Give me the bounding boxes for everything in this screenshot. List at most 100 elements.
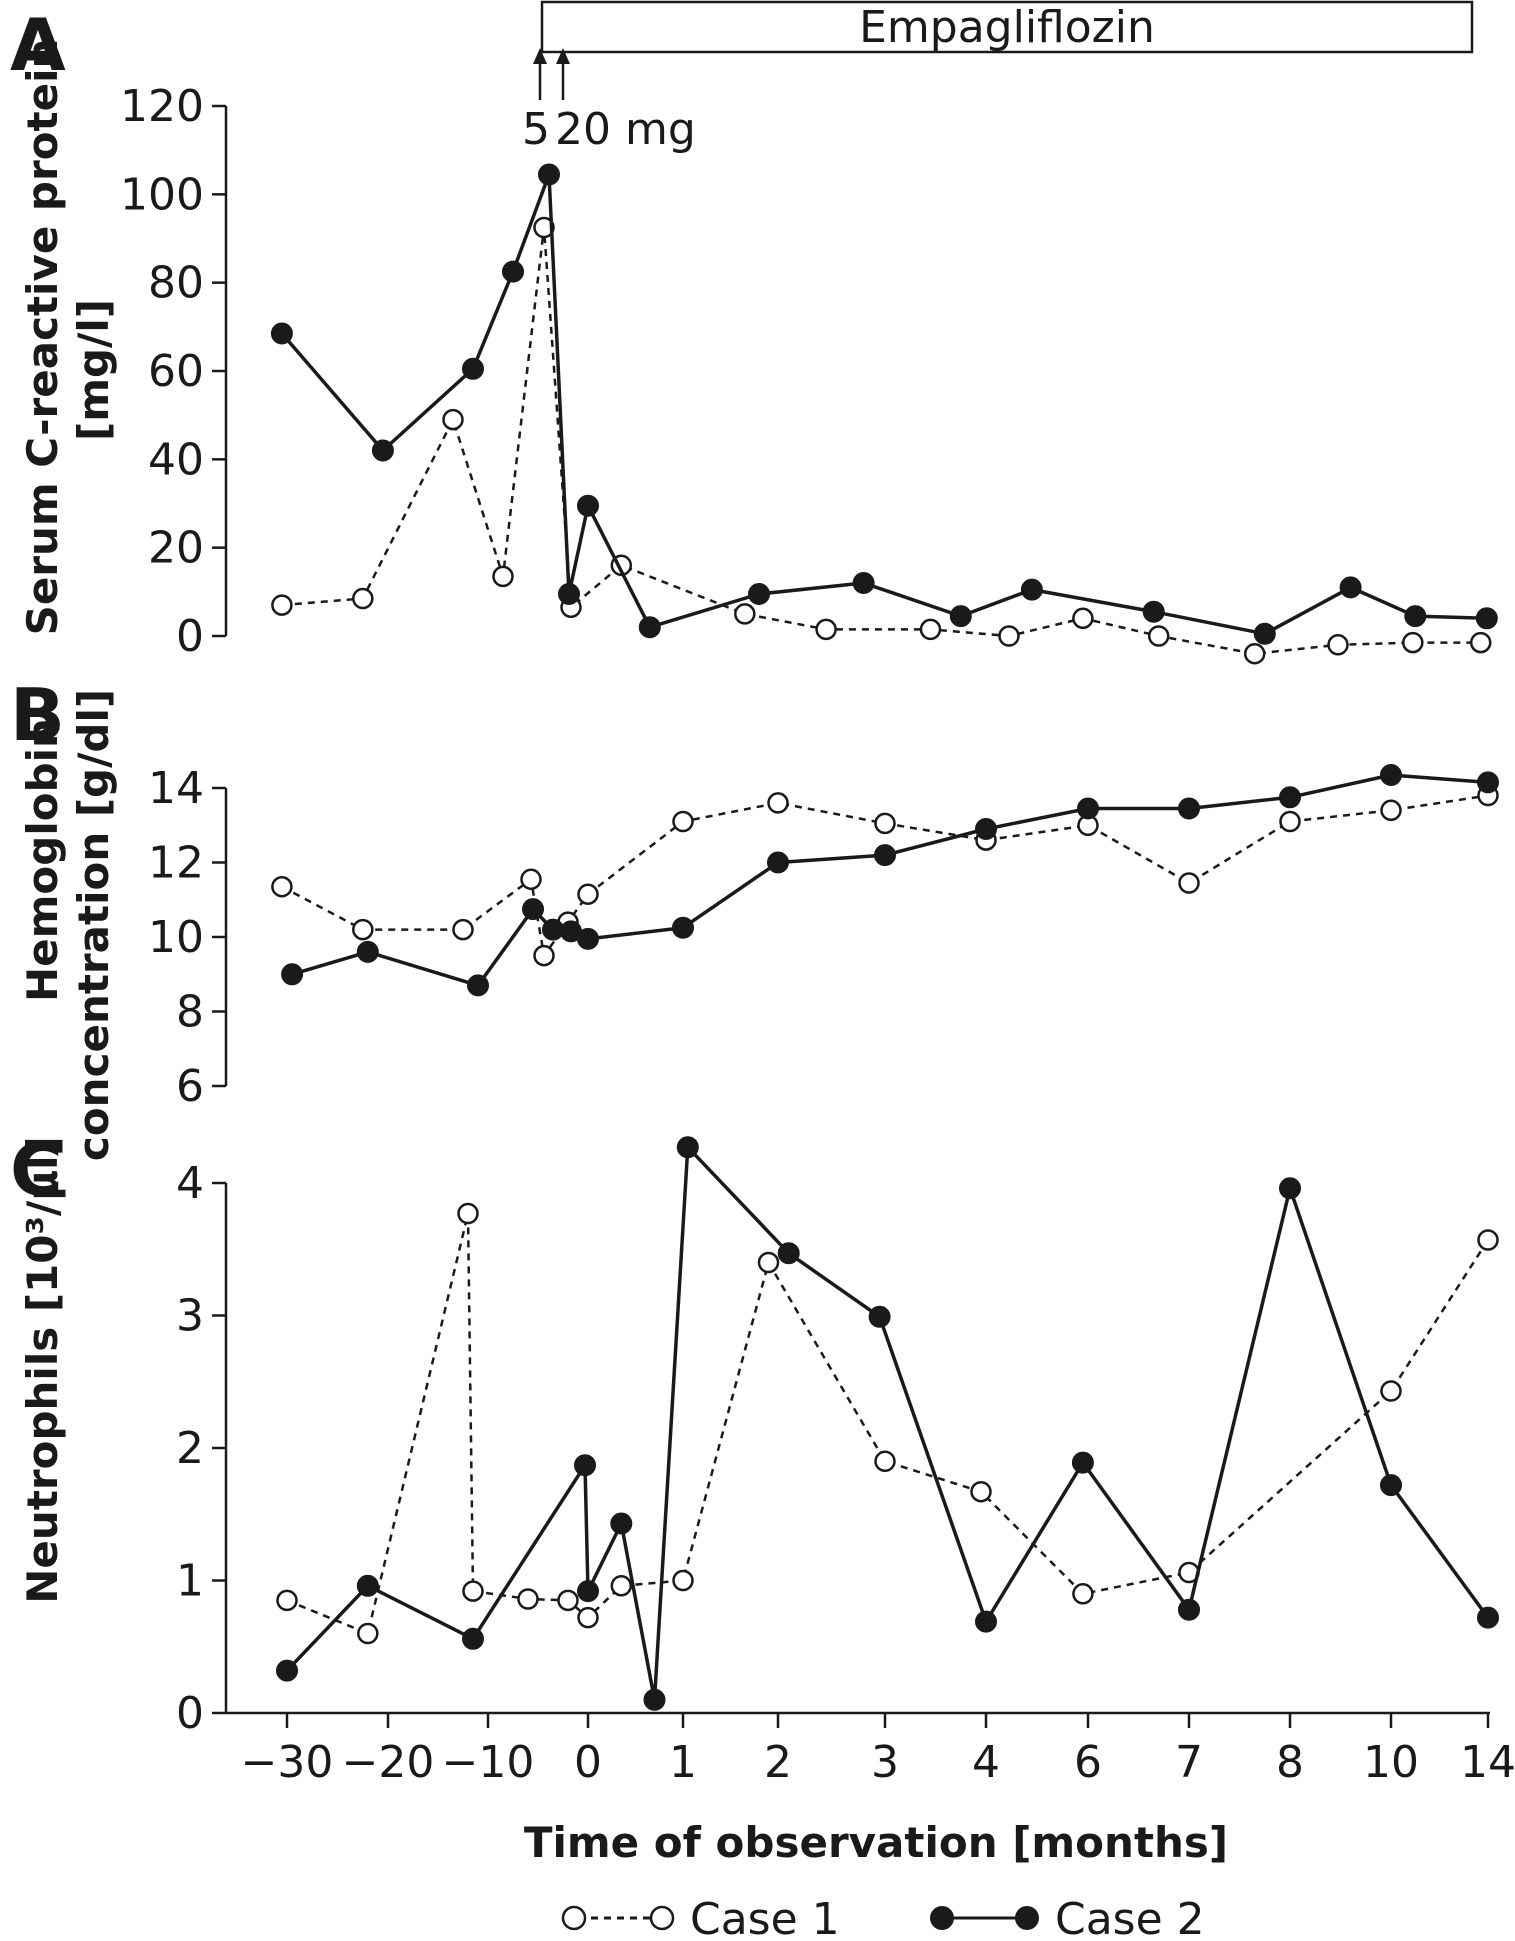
panel-b-y-tick-label: 12 (148, 838, 204, 889)
panel-b-y-tick-label: 6 (176, 1061, 204, 1112)
panel-a-y-tick-label: 0 (176, 611, 204, 662)
panel-c-case1-point (276, 1589, 298, 1612)
panel-b-case1-point (533, 944, 555, 967)
legend: Case 1 Case 2 (561, 1894, 1205, 1941)
panel-a-case2-point (462, 357, 484, 380)
x-tick-label: −30 (241, 1737, 334, 1788)
panel-b-series-case2-line (291, 773, 1489, 988)
panel-a-y-tick-label: 100 (120, 169, 204, 220)
panel-c-case2-point (1178, 1598, 1200, 1621)
legend-case2-marker-left (930, 1906, 954, 1930)
legend-case1-label: Case 1 (690, 1894, 840, 1941)
panel-a-case2-point (1475, 607, 1498, 630)
panel-b-y-tick-label: 8 (176, 987, 204, 1038)
panel-a-case1-point (919, 618, 942, 641)
panel-a-y-tick-label: 60 (148, 346, 204, 397)
panel-b-case1-point (1279, 810, 1301, 833)
panel-b-case1-point (271, 875, 293, 898)
panel-a-case1-point (352, 587, 374, 610)
panel-a-case2-point (502, 260, 524, 283)
panel-b-hemoglobin-chart: 6 8 10 12 14 (148, 763, 1499, 1112)
panel-b-case1-point (520, 868, 542, 891)
x-tick-label: 1 (669, 1737, 697, 1788)
panel-c-series-case2-line (285, 1145, 1490, 1702)
x-tick-label: −20 (342, 1737, 435, 1788)
panel-a-y-tick-label: 20 (148, 523, 204, 574)
panel-c-case2-point (1380, 1474, 1402, 1497)
legend-case2-marker-right (1015, 1906, 1039, 1930)
panel-b-case2-point (1178, 797, 1200, 820)
panel-c-y-tick-label: 3 (176, 1291, 204, 1342)
panel-a-y-tick-label: 80 (148, 258, 204, 309)
panel-a-case1-point (1402, 631, 1424, 654)
panel-c-case2-point (643, 1688, 666, 1711)
panel-a-case2-point (852, 572, 875, 594)
panel-b-case2-point (1380, 764, 1402, 786)
panel-b-case2-point (522, 898, 544, 921)
panel-c-case2-point (1071, 1451, 1094, 1474)
panel-c-case1-point (1380, 1380, 1402, 1402)
panel-b-case1-point (672, 810, 694, 833)
panel-c-case2-point (777, 1242, 800, 1265)
x-axis-title: Time of observation [months] (524, 1818, 1228, 1867)
panel-b-case1-point (767, 792, 789, 814)
panel-c-case1-point (517, 1588, 539, 1610)
panel-a-case2-point (748, 583, 770, 605)
x-tick-label: 2 (764, 1737, 792, 1788)
panel-b-case2-point (1279, 786, 1301, 809)
panel-c-case2-point (1477, 1606, 1499, 1629)
panel-b-case2-point (281, 963, 304, 986)
panel-a-case1-point (998, 625, 1020, 647)
panel-b-case2-point (975, 818, 997, 840)
panel-b-case2-point (874, 844, 896, 867)
panel-a-case2-point (538, 163, 560, 186)
panel-a-case1-point (1072, 607, 1094, 630)
x-tick-label: −10 (442, 1737, 535, 1788)
panel-c-case2-point (676, 1136, 699, 1159)
panel-b-case2-point (467, 974, 489, 997)
panel-a-ylabel-line2: [mg/l] (69, 299, 118, 441)
panel-b-case2-point (1477, 771, 1499, 794)
panel-a-case1-point (1147, 625, 1170, 647)
panel-b-ylabel-line2: concentration [g/dl] (69, 689, 118, 1161)
x-tick-label: 6 (1074, 1737, 1102, 1788)
panel-c-series-case1-line (286, 1212, 1490, 1635)
panel-b-series-case1-line (281, 794, 1489, 957)
x-tick-label: 8 (1276, 1737, 1304, 1788)
panel-a-case2-point (558, 583, 580, 605)
panel-c-case2-point (574, 1454, 596, 1477)
panel-b-case2-point (356, 940, 379, 963)
panel-a-case1-point (1327, 634, 1349, 656)
panel-c-case1-point (357, 1622, 379, 1645)
panel-b-case2-point (577, 927, 599, 950)
x-tick-label: 3 (871, 1737, 899, 1788)
legend-case1-marker-left (561, 1905, 587, 1931)
legend-case1-marker-right (649, 1905, 675, 1931)
panel-a-case2-point (949, 605, 972, 628)
treatment-bar (540, 0, 1474, 54)
dose-arrow-1-head (533, 48, 547, 64)
panel-a-case2-point (371, 439, 394, 462)
panel-a-case1-point (492, 565, 514, 588)
treatment-label: Empagliflozin (859, 2, 1155, 53)
panel-b-case1-point (1380, 799, 1402, 822)
dose-arrows (533, 48, 570, 100)
panel-c-case1-point (457, 1202, 479, 1225)
panel-a-case1-point (734, 603, 756, 625)
dose-arrow-2-head (556, 48, 570, 64)
panel-b-ylabel-line1: Hemoglobin (18, 718, 67, 1002)
x-tick-label: 0 (574, 1737, 602, 1788)
panel-b-case1-point (352, 918, 374, 941)
panel-c-case1-point (672, 1569, 694, 1592)
panel-b-case1-point (1178, 872, 1200, 894)
panel-b-y-tick-label: 10 (148, 912, 204, 963)
panel-c-case1-point (1072, 1583, 1094, 1605)
panel-a-case2-point (1404, 605, 1427, 628)
panel-letter-b: B (10, 673, 65, 757)
panel-c-case1-point (970, 1480, 992, 1503)
panel-b-case2-point (672, 916, 694, 939)
panel-a-case2-point (638, 616, 661, 639)
panel-a-case2-point (1253, 622, 1276, 645)
panel-c-y-tick-label: 0 (176, 1688, 204, 1739)
